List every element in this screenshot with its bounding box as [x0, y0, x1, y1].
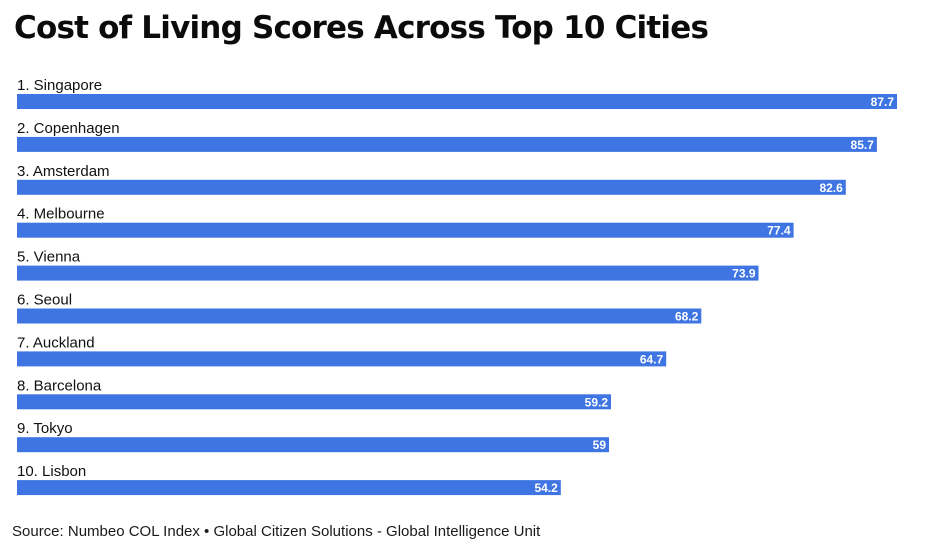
source-note: Source: Numbeo COL Index • Global Citize…: [12, 523, 541, 540]
bar: [17, 222, 794, 238]
category-label: 5. Vienna: [17, 249, 81, 266]
value-label: 54.2: [534, 481, 558, 495]
bar: [17, 437, 609, 453]
bar: [17, 394, 611, 410]
category-label: 9. Tokyo: [17, 420, 73, 437]
value-label: 64.7: [640, 352, 664, 366]
value-label: 82.6: [819, 181, 843, 195]
category-label: 6. Seoul: [17, 292, 72, 309]
category-label: 2. Copenhagen: [17, 120, 120, 137]
category-label: 4. Melbourne: [17, 206, 105, 223]
value-label: 77.4: [767, 224, 791, 238]
value-label: 59: [593, 438, 607, 452]
bar: [17, 94, 897, 109]
value-label: 87.7: [871, 95, 895, 109]
bar: [17, 480, 561, 496]
category-label: 3. Amsterdam: [17, 163, 110, 180]
bar: [17, 308, 702, 324]
bar: [17, 265, 759, 281]
value-label: 73.9: [732, 267, 756, 281]
chart-title: Cost of Living Scores Across Top 10 Citi…: [14, 10, 709, 46]
bar: [17, 179, 846, 195]
value-label: 59.2: [585, 395, 609, 409]
bar: [17, 351, 667, 367]
category-label: 1. Singapore: [17, 77, 102, 94]
category-label: 10. Lisbon: [17, 463, 86, 480]
category-label: 7. Auckland: [17, 334, 95, 351]
value-label: 68.2: [675, 310, 699, 324]
category-label: 8. Barcelona: [17, 377, 102, 394]
bar: [17, 136, 877, 152]
value-label: 85.7: [851, 138, 875, 152]
